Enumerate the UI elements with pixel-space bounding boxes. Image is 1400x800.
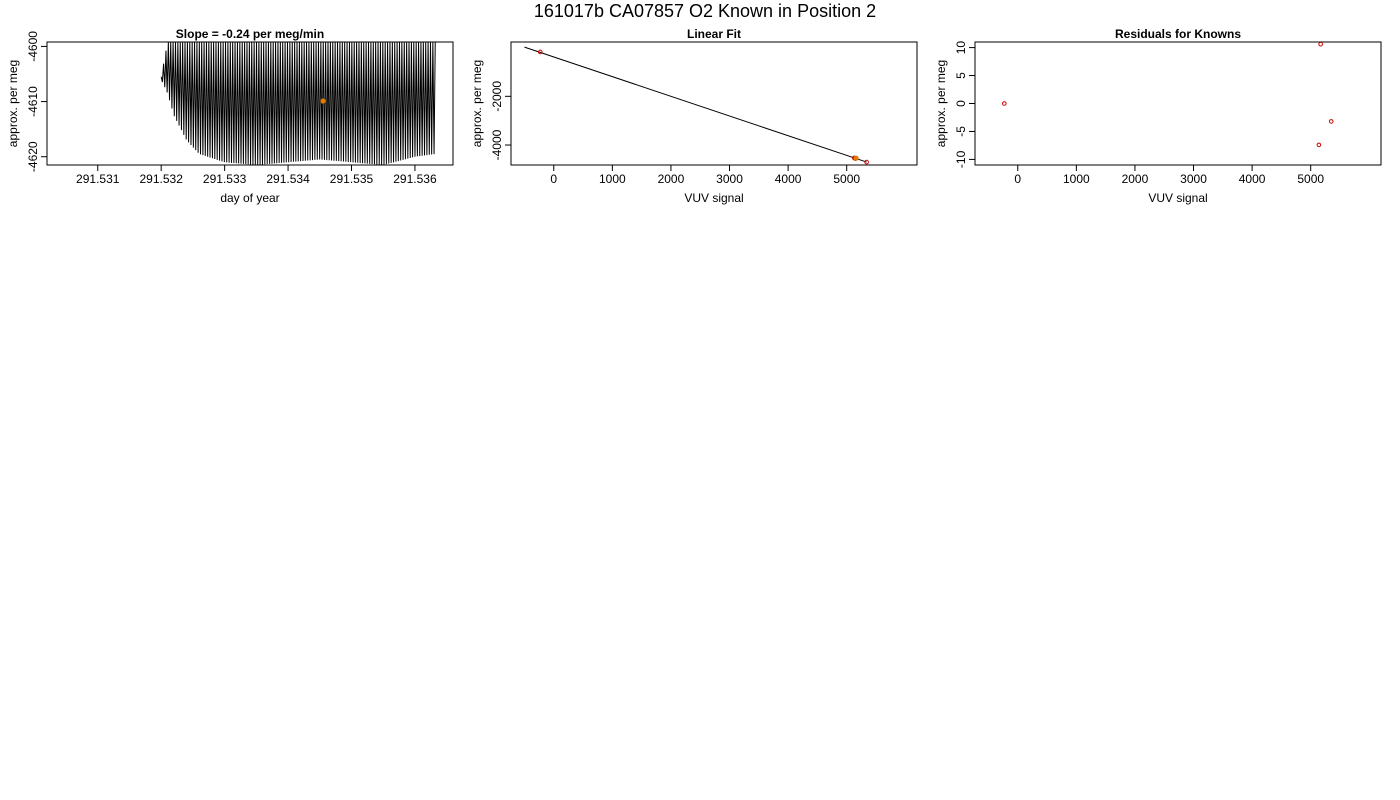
chart-panel-2: Linear Fit 0 1000 2000 3000 4000 5000 -2000 -400… <box>470 27 918 205</box>
x-tick-label: 291.534 <box>266 172 310 186</box>
data-point <box>537 49 543 55</box>
x-tick-label: 291.535 <box>330 172 374 186</box>
plot-frame <box>46 41 454 166</box>
x-tick-label: 291.532 <box>139 172 183 186</box>
data-point <box>1001 101 1007 106</box>
chart-title: Linear Fit <box>687 27 741 41</box>
x-tick-label: 5000 <box>833 172 860 186</box>
x-tick-label: 2000 <box>1122 172 1149 186</box>
data-point <box>1316 142 1322 148</box>
y-axis-label: approx. per meg <box>6 60 20 147</box>
chart-panel-1: Slope = -0.24 per meg/min 291.531 291.532 2… <box>6 27 454 205</box>
data-point <box>1318 42 1323 47</box>
y-tick-label: 0 <box>954 100 968 107</box>
y-axis-label: approx. per meg <box>934 60 948 147</box>
plot-area <box>1001 42 1334 148</box>
y-tick-label: -4000 <box>490 129 504 160</box>
y-tick-label: -4620 <box>26 141 40 172</box>
panels-group: Slope = -0.24 per meg/min 291.531 291.532 2… <box>6 27 1382 205</box>
data-point <box>1328 119 1334 124</box>
y-tick-label: -5 <box>954 126 968 137</box>
x-tick-label: 4000 <box>775 172 802 186</box>
y-tick-label: -4610 <box>26 86 40 117</box>
y-tick-label: 5 <box>954 72 968 79</box>
data-point <box>864 159 869 165</box>
plot-area <box>524 46 869 165</box>
fit-line <box>524 46 867 163</box>
x-tick-label: 291.536 <box>393 172 437 186</box>
x-tick-label: 2000 <box>658 172 685 186</box>
highlight-point <box>853 155 859 161</box>
plot-frame <box>510 41 918 166</box>
y-axis-label: approx. per meg <box>470 60 484 147</box>
x-axis-label: VUV signal <box>1148 191 1207 205</box>
chart-title: Slope = -0.24 per meg/min <box>176 27 324 41</box>
x-tick-label: 291.531 <box>76 172 120 186</box>
y-tick-label: -4600 <box>26 31 40 62</box>
x-axis-label: VUV signal <box>684 191 743 205</box>
x-tick-label: 0 <box>550 172 557 186</box>
x-tick-label: 0 <box>1014 172 1021 186</box>
x-tick-label: 3000 <box>716 172 743 186</box>
x-tick-label: 1000 <box>599 172 626 186</box>
x-tick-label: 3000 <box>1180 172 1207 186</box>
x-tick-label: 4000 <box>1239 172 1266 186</box>
chart-title: Residuals for Knowns <box>1115 27 1241 41</box>
x-tick-label: 1000 <box>1063 172 1090 186</box>
highlight-point <box>320 98 326 104</box>
plot-area <box>160 42 436 165</box>
figure-title: 161017b CA07857 O2 Known in Position 2 <box>534 1 876 21</box>
y-tick-label: -2000 <box>490 81 504 112</box>
y-tick-label: -10 <box>954 150 968 168</box>
chart-panel-3: Residuals for Knowns 0 1000 2000 3000 4000 500… <box>934 27 1382 205</box>
y-tick-label: 10 <box>954 41 968 55</box>
x-tick-label: 5000 <box>1297 172 1324 186</box>
x-tick-label: 291.533 <box>203 172 247 186</box>
x-axis-label: day of year <box>220 191 279 205</box>
data-series-line <box>160 42 436 165</box>
